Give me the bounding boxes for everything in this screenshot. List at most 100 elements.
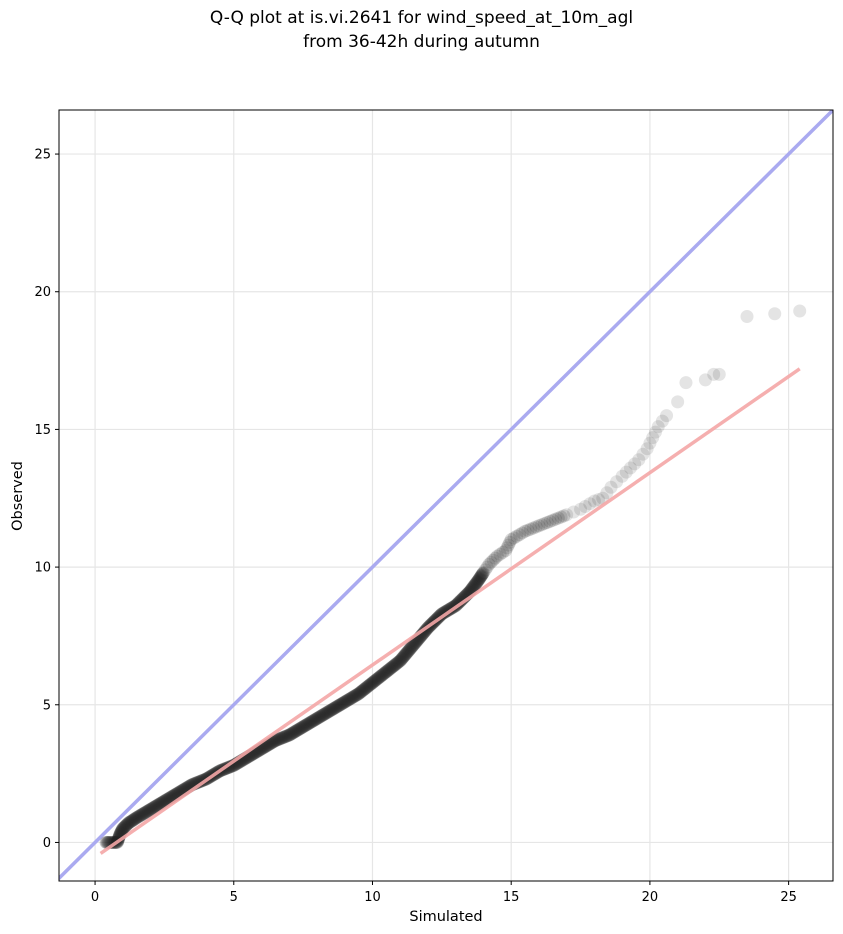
- data-point: [554, 510, 568, 524]
- data-point: [158, 794, 172, 808]
- data-point: [385, 660, 399, 674]
- data-point: [308, 713, 322, 727]
- data-point: [535, 518, 549, 532]
- data-point: [302, 716, 316, 730]
- data-point: [265, 735, 279, 749]
- data-point: [524, 522, 538, 536]
- data-point: [292, 722, 306, 736]
- data-point: [636, 447, 650, 461]
- data-point: [338, 695, 352, 709]
- data-point: [312, 710, 326, 724]
- data-point: [315, 709, 329, 723]
- data-point: [311, 711, 325, 725]
- chart-title: Q-Q plot at is.vi.2641 for wind_speed_at…: [209, 8, 634, 28]
- data-point: [320, 706, 334, 720]
- data-point: [341, 693, 355, 707]
- data-point: [399, 646, 413, 660]
- data-point: [352, 687, 366, 701]
- data-point: [469, 577, 483, 591]
- data-point: [286, 726, 300, 740]
- data-point: [640, 442, 654, 456]
- data-point: [378, 666, 392, 680]
- data-point: [632, 453, 646, 467]
- data-point: [475, 567, 489, 581]
- data-point: [712, 367, 726, 381]
- data-point: [560, 508, 574, 522]
- data-point: [301, 717, 315, 731]
- reference-line: [59, 110, 833, 881]
- data-point: [119, 819, 133, 833]
- data-point: [339, 694, 353, 708]
- data-point: [264, 736, 278, 750]
- data-point: [389, 657, 403, 671]
- data-point: [500, 541, 514, 555]
- data-point: [623, 461, 637, 475]
- data-point: [655, 414, 669, 428]
- data-point: [330, 700, 344, 714]
- data-point: [138, 806, 152, 820]
- data-point: [275, 731, 289, 745]
- data-point: [148, 800, 162, 814]
- data-point: [151, 798, 165, 812]
- data-point: [490, 549, 504, 563]
- data-point: [304, 715, 318, 729]
- data-point: [546, 513, 560, 527]
- data-point: [268, 734, 282, 748]
- data-point: [322, 704, 336, 718]
- data-point: [334, 697, 348, 711]
- data-point: [144, 802, 158, 816]
- data-point: [224, 760, 238, 774]
- data-point: [474, 569, 488, 583]
- data-point: [283, 727, 297, 741]
- data-point: [372, 671, 386, 685]
- data-point: [358, 682, 372, 696]
- data-point: [156, 795, 170, 809]
- data-point: [332, 699, 346, 713]
- data-point: [499, 544, 513, 558]
- data-point: [648, 425, 662, 439]
- data-point: [643, 436, 657, 450]
- data-point: [368, 674, 382, 688]
- data-point: [267, 734, 281, 748]
- data-point: [707, 367, 721, 381]
- data-point: [364, 677, 378, 691]
- data-point: [309, 712, 323, 726]
- data-point: [350, 688, 364, 702]
- data-point: [136, 807, 150, 821]
- data-point: [529, 520, 543, 534]
- data-point: [398, 648, 412, 662]
- data-point: [127, 813, 141, 827]
- data-point: [386, 660, 400, 674]
- data-point: [282, 728, 296, 742]
- data-point: [326, 702, 340, 716]
- data-point: [660, 409, 674, 423]
- data-point: [310, 712, 324, 726]
- x-axis-ticks: 0 5 10 15 20 25: [91, 881, 797, 905]
- data-point: [318, 707, 332, 721]
- x-tick-label: 10: [364, 890, 381, 905]
- y-tick-label: 0: [43, 836, 51, 851]
- data-point: [360, 680, 374, 694]
- data-point: [390, 657, 404, 671]
- data-point: [134, 808, 148, 822]
- data-point: [277, 730, 291, 744]
- data-point: [375, 668, 389, 682]
- data-point: [288, 725, 302, 739]
- data-point: [321, 705, 335, 719]
- data-point: [740, 310, 754, 324]
- data-point: [323, 704, 337, 718]
- data-point: [471, 574, 485, 588]
- data-point: [393, 654, 407, 668]
- data-point: [793, 304, 807, 318]
- data-point: [117, 820, 131, 834]
- x-tick-label: 20: [642, 890, 659, 905]
- data-point: [161, 792, 175, 806]
- data-point: [484, 555, 498, 569]
- data-point: [476, 566, 490, 580]
- data-point: [340, 694, 354, 708]
- data-point: [331, 699, 345, 713]
- data-point: [276, 731, 290, 745]
- data-point: [146, 801, 160, 815]
- data-point: [293, 722, 307, 736]
- data-point: [407, 637, 421, 651]
